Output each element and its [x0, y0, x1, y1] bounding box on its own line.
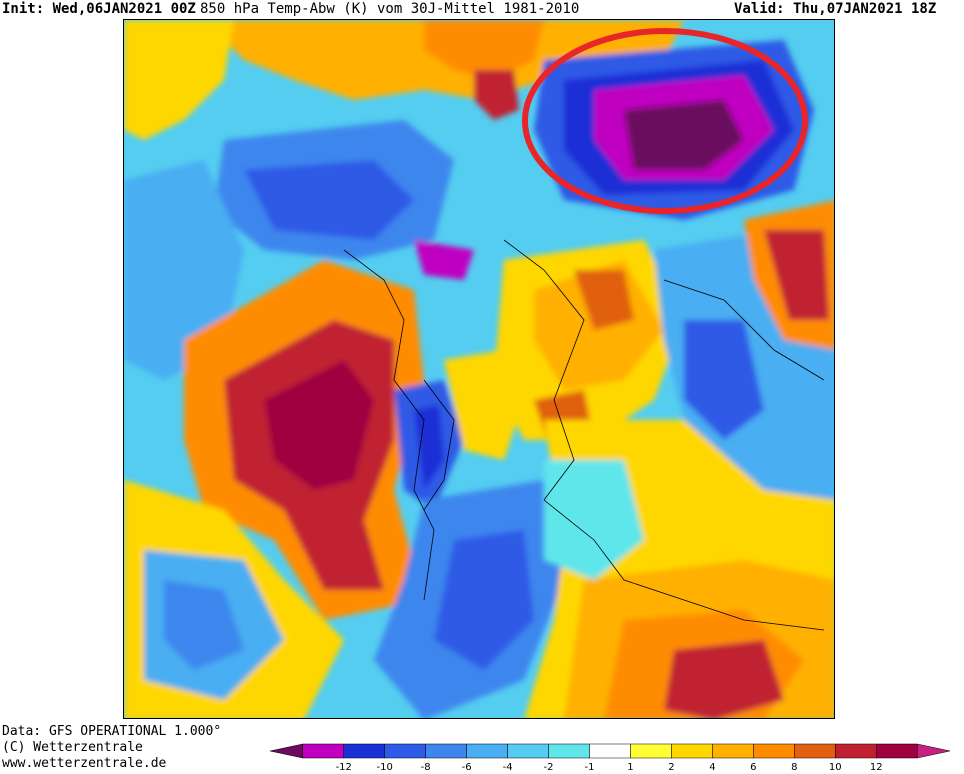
- colorbar-swatch: [384, 743, 426, 759]
- colorbar-swatch: [466, 743, 508, 759]
- colorbar-swatch: [794, 743, 836, 759]
- colorbar-swatch: [507, 743, 549, 759]
- map-canvas: [124, 20, 834, 718]
- colorbar-tick-label: 10: [829, 762, 842, 773]
- colorbar-swatch: [876, 743, 918, 759]
- coastlines: [343, 239, 825, 631]
- colorbar-swatch: [671, 743, 713, 759]
- colorbar-tick-label: 1: [627, 762, 633, 773]
- colorbar-swatch: [302, 743, 344, 759]
- colorbar-min-arrow: [269, 743, 304, 759]
- colorbar-tick-label: -8: [421, 762, 431, 773]
- header: Init: Wed,06JAN2021 00Z 850 hPa Temp-Abw…: [0, 0, 964, 20]
- colorbar-tick-label: -4: [503, 762, 513, 773]
- website: www.wetterzentrale.de: [2, 756, 167, 771]
- colorbar-max-arrow: [916, 743, 951, 759]
- anomaly-field: [124, 20, 834, 718]
- colorbar-svg: -12 -10 -8 -6 -4 -2 -1 1 2 4 6 8 10 12: [269, 743, 951, 773]
- colorbar-tick-label: 4: [709, 762, 715, 773]
- colorbar-swatch: [712, 743, 754, 759]
- colorbar-legend: -12 -10 -8 -6 -4 -2 -1 1 2 4 6 8 10 12: [269, 742, 960, 774]
- colorbar-tick-label: -1: [585, 762, 595, 773]
- colorbar-tick-label: -12: [336, 762, 352, 773]
- init-time: Init: Wed,06JAN2021 00Z: [2, 1, 196, 17]
- colorbar-swatch: [548, 743, 590, 759]
- colorbar-tick-label: -10: [377, 762, 393, 773]
- annotation-circle: [522, 28, 808, 214]
- colorbar-swatch: [753, 743, 795, 759]
- colorbar-tick-label: -2: [544, 762, 554, 773]
- valid-time: Valid: Thu,07JAN2021 18Z: [734, 1, 937, 17]
- map-title: 850 hPa Temp-Abw (K) vom 30J-Mittel 1981…: [200, 1, 580, 17]
- colorbar-swatch: [630, 743, 672, 759]
- colorbar-tick-label: 2: [668, 762, 674, 773]
- colorbar-tick-label: 12: [870, 762, 883, 773]
- colorbar-tick-label: -6: [462, 762, 472, 773]
- colorbar-swatch: [343, 743, 385, 759]
- colorbar-tick-label: 6: [750, 762, 756, 773]
- colorbar-tick-label: 8: [791, 762, 797, 773]
- copyright: (C) Wetterzentrale: [2, 740, 143, 755]
- temperature-anomaly-map: [123, 19, 835, 719]
- colorbar-swatch: [425, 743, 467, 759]
- data-source: Data: GFS OPERATIONAL 1.000°: [2, 724, 222, 739]
- colorbar-swatch: [835, 743, 877, 759]
- colorbar-swatch: [589, 743, 631, 759]
